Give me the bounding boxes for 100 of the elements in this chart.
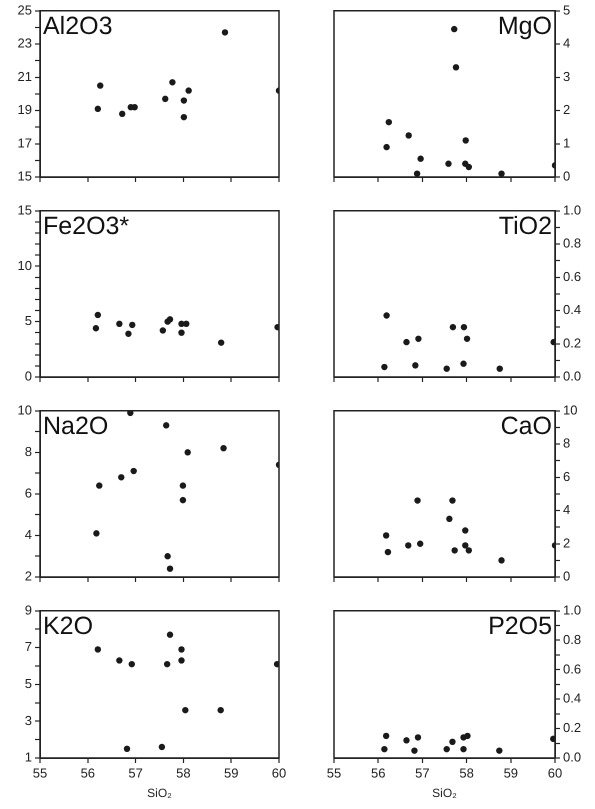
point [412, 362, 419, 369]
point [452, 64, 460, 71]
x-tick-label: 59 [224, 765, 238, 780]
point [383, 144, 390, 150]
point [496, 747, 503, 754]
chart-title: Fe2O3* [43, 212, 130, 240]
point [130, 468, 137, 474]
point [383, 312, 390, 319]
x-tick-label: 57 [128, 765, 143, 780]
point [180, 97, 188, 104]
point [451, 547, 458, 554]
y-tick-label: 23 [18, 36, 32, 51]
point [462, 137, 469, 144]
y-tick-label: 8 [563, 436, 570, 451]
point [460, 746, 467, 752]
x-tick-label: 58 [459, 765, 474, 780]
point [184, 449, 191, 456]
point [182, 706, 189, 714]
y-tick-label: 0.0 [563, 750, 582, 765]
point [180, 482, 186, 489]
point [118, 474, 124, 480]
chart-title: Na2O [43, 412, 108, 440]
point [466, 547, 472, 554]
point [164, 660, 170, 668]
point [128, 660, 135, 668]
point [446, 516, 453, 522]
y-tick-label: 7 [24, 639, 32, 654]
point [445, 160, 452, 167]
y-tick-label: 6 [24, 485, 32, 500]
point [166, 565, 174, 572]
x-axis-title: SiO₂ [432, 786, 458, 800]
point [178, 646, 185, 653]
y-tick-label: 15 [18, 202, 32, 218]
y-tick-label: 2 [24, 568, 32, 584]
point [162, 96, 168, 102]
point [127, 410, 134, 416]
x-tick-label: 57 [415, 765, 430, 780]
point [386, 118, 392, 126]
point [466, 164, 472, 170]
y-tick-label: 17 [18, 135, 32, 150]
point [129, 322, 136, 328]
y-tick-label: 0.4 [563, 302, 582, 318]
y-tick-label: 15 [18, 168, 32, 184]
x-tick-label: 59 [504, 765, 518, 780]
point [116, 657, 123, 664]
point [411, 747, 418, 754]
point [498, 170, 505, 177]
y-tick-label: 5 [563, 2, 570, 18]
y-tick-label: 0 [563, 568, 570, 584]
y-tick-label: 0.2 [563, 335, 582, 350]
point [444, 746, 450, 752]
y-tick-label: 0.6 [563, 268, 582, 284]
point [93, 530, 100, 537]
y-tick-label: 0.8 [563, 236, 582, 251]
point [460, 360, 467, 367]
chart-title: K2O [43, 612, 94, 640]
x-tick-label: 56 [80, 765, 96, 780]
point [94, 646, 102, 653]
point [382, 532, 390, 539]
point [169, 79, 176, 86]
point [415, 336, 422, 342]
point [406, 132, 412, 139]
point [449, 738, 456, 746]
point [451, 26, 458, 32]
point [218, 339, 224, 346]
point [444, 365, 450, 372]
y-tick-label: 10 [18, 258, 32, 273]
x-tick-label: 60 [548, 765, 562, 780]
y-tick-label: 1 [563, 135, 570, 150]
point [178, 657, 185, 664]
point [119, 110, 126, 118]
point [164, 553, 171, 560]
y-tick-label: 2 [563, 535, 570, 550]
point [116, 320, 123, 328]
chart-title: CaO [500, 412, 552, 440]
chart-title: Al2O3 [43, 12, 112, 40]
point [162, 422, 170, 429]
point [462, 542, 468, 549]
point [414, 170, 420, 177]
point [94, 312, 102, 318]
y-tick-label: 1.0 [563, 602, 582, 618]
point [166, 632, 174, 638]
point [217, 706, 224, 714]
point [94, 106, 102, 112]
y-tick-label: 0 [24, 368, 32, 384]
y-tick-label: 19 [18, 102, 32, 118]
point [97, 82, 104, 89]
point [496, 365, 503, 372]
point [403, 737, 410, 744]
x-tick-label: 55 [326, 765, 342, 780]
point [183, 320, 190, 328]
y-tick-label: 0.8 [563, 632, 582, 647]
point [450, 324, 456, 330]
point [382, 732, 390, 740]
y-tick-label: 10 [563, 402, 578, 418]
point [124, 746, 130, 752]
point [185, 87, 192, 94]
y-tick-label: 8 [24, 444, 32, 459]
x-tick-label: 55 [32, 765, 48, 780]
y-tick-label: 4 [563, 502, 570, 518]
